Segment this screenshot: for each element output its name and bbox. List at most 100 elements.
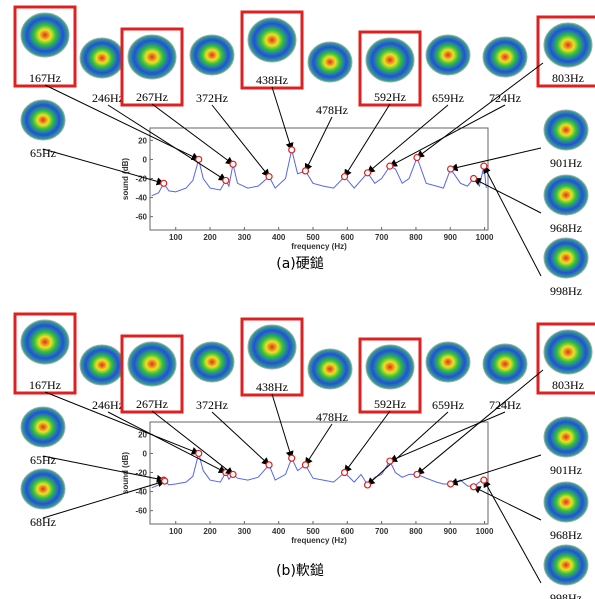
peak-marker xyxy=(266,174,272,180)
mode-shape xyxy=(544,175,588,215)
peak-marker xyxy=(365,482,371,488)
peak-marker xyxy=(471,176,477,182)
mode-shape xyxy=(366,345,414,389)
caption: (a)硬鎚 xyxy=(276,256,324,272)
peak-marker xyxy=(223,177,229,183)
mode-shape xyxy=(190,35,234,75)
x-tick-label: 300 xyxy=(238,233,252,242)
mode-label: 372Hz xyxy=(196,91,228,105)
arrow xyxy=(484,166,541,276)
peak-marker xyxy=(230,161,236,167)
x-tick-label: 600 xyxy=(341,527,355,536)
mode-label: 968Hz xyxy=(550,528,582,542)
mode-label: 901Hz xyxy=(550,156,582,170)
mode-shape xyxy=(21,407,65,447)
mode-shape xyxy=(128,35,176,79)
mode-label: 438Hz xyxy=(256,380,288,394)
mode-label: 65Hz xyxy=(30,453,56,467)
mode-shape xyxy=(21,320,69,364)
peak-marker xyxy=(161,180,167,186)
mode-label: 998Hz xyxy=(550,284,582,298)
mode-shape xyxy=(544,417,588,457)
peak-marker xyxy=(481,477,487,483)
peak-marker xyxy=(414,471,420,477)
mode-label: 438Hz xyxy=(256,73,288,87)
mode-label: 724Hz xyxy=(489,398,521,412)
x-tick-label: 400 xyxy=(272,527,286,536)
mode-label: 968Hz xyxy=(550,221,582,235)
mode-shape xyxy=(308,42,352,82)
y-tick-label: 0 xyxy=(143,155,148,164)
peak-marker xyxy=(196,450,202,456)
caption: (b)軟鎚 xyxy=(276,563,324,579)
mode-label: 659Hz xyxy=(432,398,464,412)
mode-shape xyxy=(190,342,234,382)
x-axis-label: frequency (Hz) xyxy=(291,242,347,251)
peak-marker xyxy=(289,147,295,153)
y-tick-label: 0 xyxy=(143,449,148,458)
mode-shape xyxy=(426,35,470,75)
y-tick-label: 20 xyxy=(138,136,147,145)
mode-shape xyxy=(544,482,588,522)
x-tick-label: 900 xyxy=(444,527,458,536)
mode-label: 246Hz xyxy=(92,398,124,412)
mode-label: 167Hz xyxy=(29,378,61,392)
mode-shape xyxy=(544,330,592,374)
mode-label: 724Hz xyxy=(489,91,521,105)
x-tick-label: 200 xyxy=(203,527,217,536)
peak-marker xyxy=(387,458,393,464)
x-tick-label: 200 xyxy=(203,233,217,242)
y-tick-label: -60 xyxy=(135,213,147,222)
peak-marker xyxy=(414,155,420,161)
mode-shape xyxy=(544,23,592,67)
mode-label: 246Hz xyxy=(92,91,124,105)
peak-marker xyxy=(342,174,348,180)
mode-shape xyxy=(426,342,470,382)
peak-marker xyxy=(162,478,168,484)
peak-marker xyxy=(302,168,308,174)
mode-label: 267Hz xyxy=(136,397,168,411)
x-tick-label: 100 xyxy=(169,527,183,536)
mode-shape xyxy=(544,238,588,278)
mode-shape xyxy=(248,18,296,62)
mode-shape xyxy=(483,37,527,77)
x-tick-label: 800 xyxy=(409,233,423,242)
x-tick-label: 400 xyxy=(272,233,286,242)
x-tick-label: 1000 xyxy=(476,527,494,536)
x-axis-label: frequency (Hz) xyxy=(291,536,347,545)
mode-shape xyxy=(128,342,176,386)
x-tick-label: 600 xyxy=(341,233,355,242)
peak-marker xyxy=(289,455,295,461)
mode-label: 592Hz xyxy=(374,397,406,411)
peak-marker xyxy=(387,163,393,169)
mode-label: 998Hz xyxy=(550,591,582,599)
mode-label: 372Hz xyxy=(196,398,228,412)
mode-label: 803Hz xyxy=(552,71,584,85)
mode-shape xyxy=(308,349,352,389)
mode-shape xyxy=(21,13,69,57)
plot-area xyxy=(150,422,488,524)
x-tick-label: 900 xyxy=(444,233,458,242)
mode-shape xyxy=(248,325,296,369)
x-tick-label: 1000 xyxy=(476,233,494,242)
mode-label: 803Hz xyxy=(552,378,584,392)
mode-shape xyxy=(544,545,588,585)
mode-label: 167Hz xyxy=(29,71,61,85)
peak-marker xyxy=(342,470,348,476)
mode-shape xyxy=(21,100,65,140)
mode-shape xyxy=(80,38,124,78)
x-tick-label: 500 xyxy=(306,233,320,242)
mode-label: 478Hz xyxy=(316,103,348,117)
mode-shape xyxy=(366,38,414,82)
y-axis-label: sound (dB) xyxy=(121,158,130,201)
arrow xyxy=(43,149,164,183)
y-tick-label: -60 xyxy=(135,507,147,516)
peak-marker xyxy=(448,481,454,487)
x-tick-label: 700 xyxy=(375,527,389,536)
mode-shape xyxy=(544,110,588,150)
y-tick-label: -40 xyxy=(135,194,147,203)
mode-label: 68Hz xyxy=(30,515,56,529)
peak-marker xyxy=(481,163,487,169)
x-tick-label: 700 xyxy=(375,233,389,242)
mode-shape xyxy=(21,469,65,509)
